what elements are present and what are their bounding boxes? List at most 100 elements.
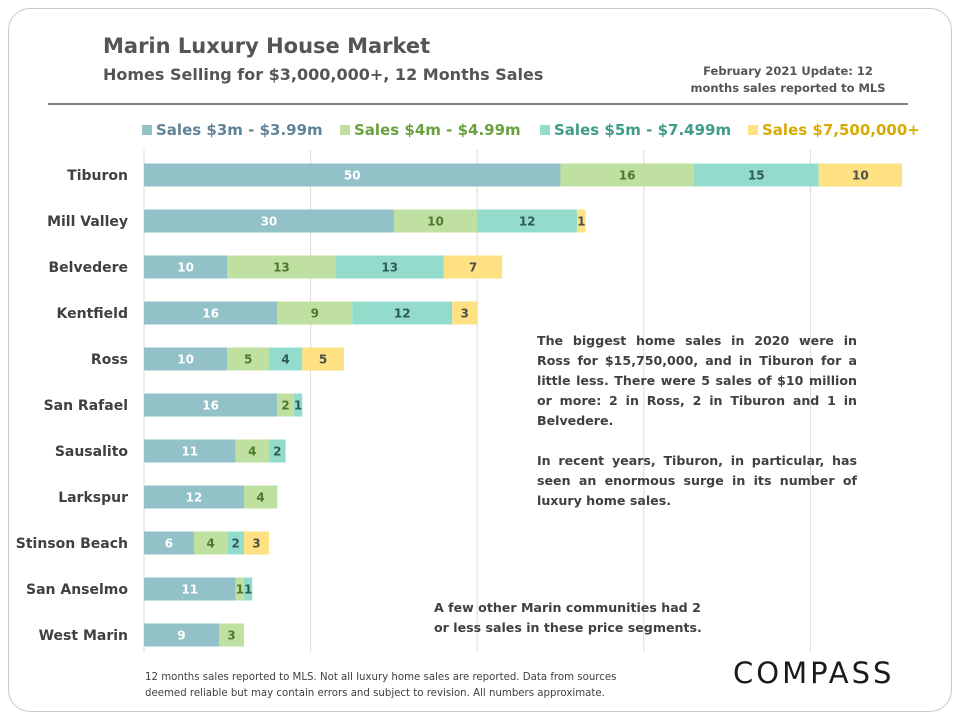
bar-value-label: 7 — [469, 261, 477, 275]
bar-value-label: 1 — [294, 399, 302, 413]
bar-value-label: 4 — [281, 353, 289, 367]
bar-value-label: 11 — [181, 583, 198, 597]
category-label: Larkspur — [58, 490, 128, 506]
bar-value-label: 10 — [427, 215, 444, 229]
other-communities-note: A few other Marin communities had 2 or l… — [434, 600, 702, 635]
bar-segment — [144, 393, 278, 417]
bar-segment — [443, 255, 503, 279]
bar-value-label: 30 — [261, 215, 278, 229]
bar-segment — [218, 623, 244, 647]
bar-value-label: 12 — [394, 307, 411, 321]
bar-segment — [818, 163, 902, 187]
bar-value-label: 16 — [202, 307, 219, 321]
bar-value-label: 1 — [577, 215, 585, 229]
category-label: San Rafael — [44, 398, 128, 414]
bar-segment — [293, 393, 303, 417]
bar-value-label: 3 — [252, 537, 260, 551]
bar-value-label: 3 — [227, 629, 235, 643]
commentary-paragraph-1: The biggest home sales in 2020 were in R… — [537, 333, 857, 428]
bar-value-label: 10 — [852, 169, 869, 183]
legend-swatch — [142, 125, 152, 135]
bar-segment — [193, 531, 228, 555]
bar-segment — [335, 255, 444, 279]
bar-value-label: 4 — [248, 445, 256, 459]
bar-value-label: 2 — [273, 445, 281, 459]
bar-segment — [693, 163, 819, 187]
bar-value-label: 13 — [273, 261, 290, 275]
bar-segment — [235, 577, 244, 601]
bar-value-label: 16 — [619, 169, 636, 183]
footnote-line-2: deemed reliable but may contain errors a… — [145, 688, 605, 699]
legend-swatch — [540, 125, 550, 135]
bar-segment — [144, 577, 236, 601]
bar-value-label: 1 — [244, 583, 252, 597]
bar-value-label: 10 — [177, 261, 194, 275]
bar-value-label: 2 — [281, 399, 289, 413]
legend-swatch — [748, 125, 758, 135]
bar-value-label: 12 — [519, 215, 536, 229]
bar-segment — [144, 347, 228, 371]
bar-segment — [277, 301, 353, 325]
update-line-2: months sales reported to MLS — [690, 81, 886, 95]
bar-segment — [227, 531, 244, 555]
category-label: Mill Valley — [47, 214, 128, 230]
bar-value-label: 3 — [461, 307, 469, 321]
chart-title: Marin Luxury House Market — [103, 34, 431, 58]
legend-label: Sales $5m - $7.499m — [554, 121, 731, 139]
bar-segment — [243, 485, 278, 509]
bar-segment — [393, 209, 478, 233]
bar-segment — [227, 255, 336, 279]
commentary-paragraph-2: In recent years, Tiburon, in particular,… — [537, 453, 857, 508]
update-line-1: February 2021 Update: 12 — [703, 64, 873, 78]
update-note: February 2021 Update: 12 months sales re… — [688, 63, 888, 97]
category-label: Tiburon — [67, 168, 128, 184]
bar-segment — [352, 301, 453, 325]
bar-segment — [144, 163, 561, 187]
bar-value-label: 2 — [231, 537, 239, 551]
bar-segment — [227, 347, 269, 371]
bar-segment — [577, 209, 586, 233]
legend-label: Sales $4m - $4.99m — [354, 121, 521, 139]
bar-value-label: 12 — [186, 491, 203, 505]
bar-segment — [277, 393, 294, 417]
bar-segment — [144, 439, 236, 463]
category-label: San Anselmo — [26, 582, 128, 598]
bar-segment — [144, 531, 194, 555]
commentary-box: The biggest home sales in 2020 were in R… — [537, 331, 857, 531]
category-label: Belvedere — [48, 260, 128, 276]
footnote: 12 months sales reported to MLS. Not all… — [145, 670, 665, 702]
category-label: Stinson Beach — [16, 536, 128, 552]
bar-segment — [144, 255, 228, 279]
bar-value-label: 11 — [181, 445, 198, 459]
bar-segment — [235, 439, 269, 463]
legend-swatch — [340, 125, 350, 135]
bar-segment — [144, 485, 244, 509]
bar-value-label: 5 — [244, 353, 252, 367]
footnote-line-1: 12 months sales reported to MLS. Not all… — [145, 672, 617, 683]
category-label: Kentfield — [57, 306, 128, 322]
bar-segment — [144, 623, 219, 647]
bar-segment — [477, 209, 578, 233]
header-divider — [48, 103, 908, 105]
bar-value-label: 10 — [177, 353, 194, 367]
bar-value-label: 4 — [256, 491, 264, 505]
bar-segment — [452, 301, 478, 325]
chart-subtitle: Homes Selling for $3,000,000+, 12 Months… — [103, 65, 544, 84]
bar-value-label: 15 — [748, 169, 765, 183]
bar-value-label: 1 — [236, 583, 244, 597]
bar-segment — [144, 209, 394, 233]
bar-segment — [144, 301, 278, 325]
bar-segment — [243, 531, 269, 555]
bar-value-label: 50 — [344, 169, 361, 183]
legend-label: Sales $3m - $3.99m — [156, 121, 323, 139]
bar-value-label: 9 — [311, 307, 319, 321]
bar-value-label: 5 — [319, 353, 327, 367]
bar-value-label: 4 — [206, 537, 214, 551]
category-label: Sausalito — [55, 444, 129, 460]
bar-segment — [560, 163, 694, 187]
bar-value-label: 6 — [165, 537, 173, 551]
bar-value-label: 16 — [202, 399, 219, 413]
compass-logo: COMPASS — [733, 656, 895, 690]
bar-segment — [243, 577, 253, 601]
